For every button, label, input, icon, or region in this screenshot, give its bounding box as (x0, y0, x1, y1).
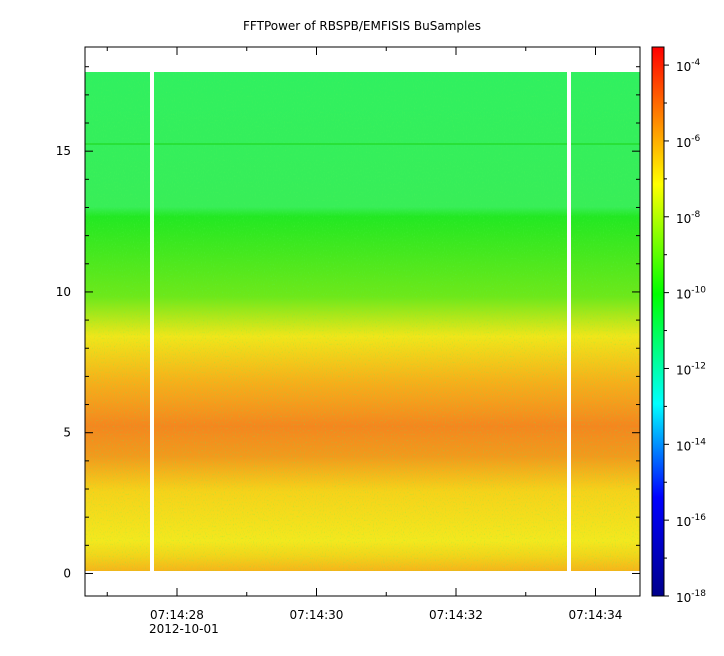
colorbar-tick-label: 10-14 (676, 437, 706, 453)
colorbar-tick-label: 10-8 (676, 210, 701, 226)
x-date-label: 2012-10-01 (149, 622, 219, 636)
plot-area (84, 46, 641, 597)
y-tick-label: 5 (63, 426, 71, 440)
x-tick-label: 07:14:32 (429, 608, 483, 622)
colorbar-frame (651, 46, 665, 597)
colorbar-tick-label: 10-12 (676, 361, 706, 377)
y-tick-label: 0 (63, 566, 71, 580)
chart-title: FFTPower of RBSPB/EMFISIS BuSamples (243, 19, 481, 33)
colorbar-tick-label: 10-18 (676, 589, 706, 605)
colorbar-tick-label: 10-4 (676, 58, 701, 74)
x-tick-label: 07:14:34 (569, 608, 623, 622)
colorbar: 10-4 10-6 10-8 10-10 10-12 10-14 10-16 10-18 (651, 46, 706, 605)
y-tick-label: 15 (56, 144, 71, 158)
x-tick-label: 07:14:28 (150, 608, 204, 622)
colorbar-tick-label: 10-16 (676, 513, 706, 529)
x-tick-label: 07:14:30 (290, 608, 344, 622)
colorbar-ticks: 10-4 10-6 10-8 10-10 10-12 10-14 10-16 10-18 (664, 58, 706, 605)
spectrogram-noise (85, 72, 640, 571)
colorbar-tick-label: 10-6 (676, 134, 701, 150)
y-tick-label: 10 (56, 285, 71, 299)
x-axis: 07:14:28 07:14:30 07:14:32 07:14:34 (106, 47, 623, 622)
y-axis: 0 5 10 15 (56, 66, 640, 580)
colorbar-gradient (652, 47, 664, 596)
plot-frame (84, 46, 641, 597)
colorbar-tick-label: 10-10 (676, 286, 706, 302)
data-gap-1 (150, 72, 154, 571)
data-gap-2 (567, 72, 571, 571)
